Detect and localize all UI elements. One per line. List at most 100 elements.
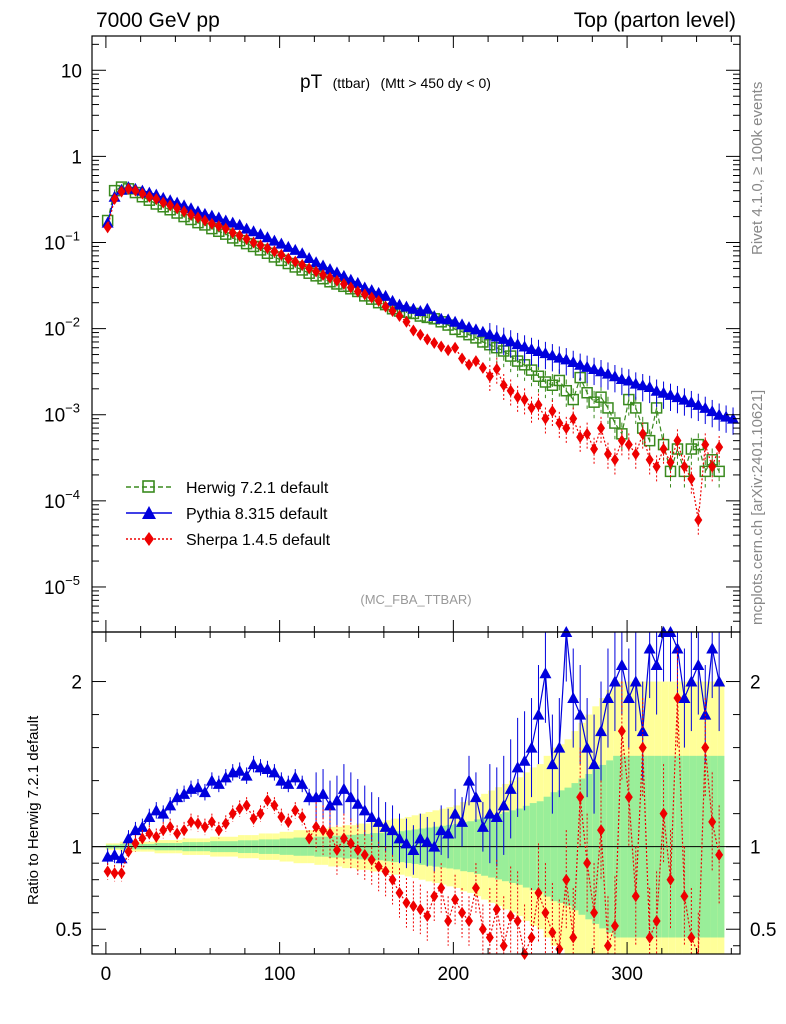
pythia-ratio-point <box>435 824 448 836</box>
sherpa-ratio-point <box>180 824 189 837</box>
sherpa-main-point <box>694 513 703 526</box>
ratio-y-tick-label-right: 2 <box>750 673 761 694</box>
sherpa-ratio-point <box>534 886 543 899</box>
sherpa-main-point <box>603 448 612 461</box>
pythia-main-point <box>490 330 503 342</box>
sherpa-ratio-point <box>680 890 689 903</box>
sherpa-ratio-point <box>409 900 418 913</box>
main-y-tick-label: 10−3 <box>44 401 80 427</box>
pythia-main-point <box>442 313 455 325</box>
pythia-main-point <box>289 243 302 255</box>
sherpa-main-point <box>597 422 606 435</box>
sherpa-ratio-point <box>117 867 126 880</box>
sherpa-ratio-point <box>221 817 230 830</box>
pythia-ratio-point <box>115 852 128 864</box>
sherpa-main-point <box>715 441 724 454</box>
sherpa-ratio-point <box>541 906 550 919</box>
sherpa-ratio-point <box>583 857 592 870</box>
sherpa-main-point <box>513 391 522 404</box>
pythia-ratio-point <box>511 761 524 773</box>
sherpa-ratio-point <box>256 807 265 820</box>
pythia-ratio-point <box>178 787 191 799</box>
sherpa-ratio-point <box>430 890 439 903</box>
pythia-main-point <box>643 380 656 392</box>
pythia-ratio-point <box>351 797 364 809</box>
herwig-main-point <box>539 376 552 388</box>
sherpa-main-point <box>374 294 383 307</box>
sherpa-main-point <box>159 196 168 209</box>
watermark: (MC_FBA_TTBAR) <box>360 592 471 607</box>
pythia-main-point <box>546 349 559 361</box>
sherpa-main-point <box>701 438 710 451</box>
pythia-main-point <box>178 199 191 211</box>
pythia-main-point <box>469 323 482 335</box>
ratio-y-tick-label: 2 <box>71 673 82 694</box>
sherpa-main-point <box>506 384 515 397</box>
sherpa-main-point <box>631 448 640 461</box>
sherpa-ratio-point <box>687 931 696 944</box>
sherpa-ratio-point <box>235 802 244 815</box>
herwig-main-point <box>699 465 712 478</box>
pythia-main-point <box>608 370 621 382</box>
sherpa-main-point <box>583 427 592 440</box>
pythia-ratio-point <box>678 692 691 704</box>
sherpa-main-point <box>193 211 202 224</box>
sherpa-ratio-point <box>381 865 390 878</box>
sherpa-main-point <box>687 472 696 485</box>
sherpa-main-point <box>423 333 432 346</box>
main-y-tick-label: 10−5 <box>44 573 80 599</box>
sherpa-main-point <box>332 274 341 287</box>
sherpa-ratio-point <box>610 919 619 932</box>
sherpa-main-point <box>263 242 272 255</box>
pythia-ratio-point <box>164 799 177 811</box>
pythia-main-point <box>622 374 635 386</box>
pythia-main-point <box>337 269 350 281</box>
sherpa-main-point <box>312 265 321 278</box>
pythia-main-point <box>240 222 253 234</box>
sherpa-main-point <box>353 285 362 298</box>
sherpa-main-point <box>124 182 133 195</box>
sherpa-ratio-point <box>562 873 571 886</box>
herwig-main-point <box>713 465 725 478</box>
pythia-main-point <box>275 237 288 249</box>
sherpa-main-point <box>277 248 286 261</box>
pythia-ratio-point <box>129 824 142 836</box>
pythia-main-point <box>518 340 531 352</box>
pythia-ratio-point <box>275 774 288 786</box>
sherpa-main-point <box>131 184 140 197</box>
plot-title-sub1: (ttbar) <box>333 75 370 91</box>
sherpa-main-point <box>437 340 446 353</box>
pythia-ratio-point <box>622 692 635 704</box>
pythia-ratio-point <box>442 827 455 839</box>
pythia-ratio-point <box>476 820 489 832</box>
pythia-main-point <box>581 360 594 372</box>
plot-title-sub2: (Mtt > 450 dy < 0) <box>380 75 491 91</box>
pythia-ratio-point <box>553 741 566 753</box>
legend: Herwig 7.2.1 default Pythia 8.315 defaul… <box>126 480 331 549</box>
pythia-ratio-point <box>685 675 698 687</box>
sherpa-ratio-point <box>624 791 633 804</box>
sherpa-main-point <box>326 271 335 284</box>
sherpa-main-point <box>458 352 467 365</box>
sherpa-ratio-point <box>367 853 376 866</box>
pythia-main-point <box>636 379 649 391</box>
pythia-ratio-point <box>504 782 517 794</box>
sherpa-ratio-point <box>166 820 175 833</box>
sherpa-ratio-point <box>666 873 675 886</box>
pythia-main-point <box>462 321 475 333</box>
pythia-ratio-point <box>428 840 441 852</box>
pythia-main-point <box>615 373 628 385</box>
sherpa-ratio-point <box>339 832 348 845</box>
sherpa-main-point <box>520 393 529 406</box>
pythia-ratio-point <box>483 807 496 819</box>
sherpa-ratio-point <box>332 843 341 856</box>
sherpa-ratio-point <box>228 807 237 820</box>
sherpa-main-point <box>360 288 369 301</box>
pythia-ratio-point <box>330 794 343 806</box>
sherpa-main-point <box>381 300 390 313</box>
pythia-ratio-point <box>337 782 350 794</box>
pythia-main-point <box>233 218 246 230</box>
pythia-ratio-point <box>518 754 531 766</box>
sherpa-ratio-point <box>326 827 335 840</box>
